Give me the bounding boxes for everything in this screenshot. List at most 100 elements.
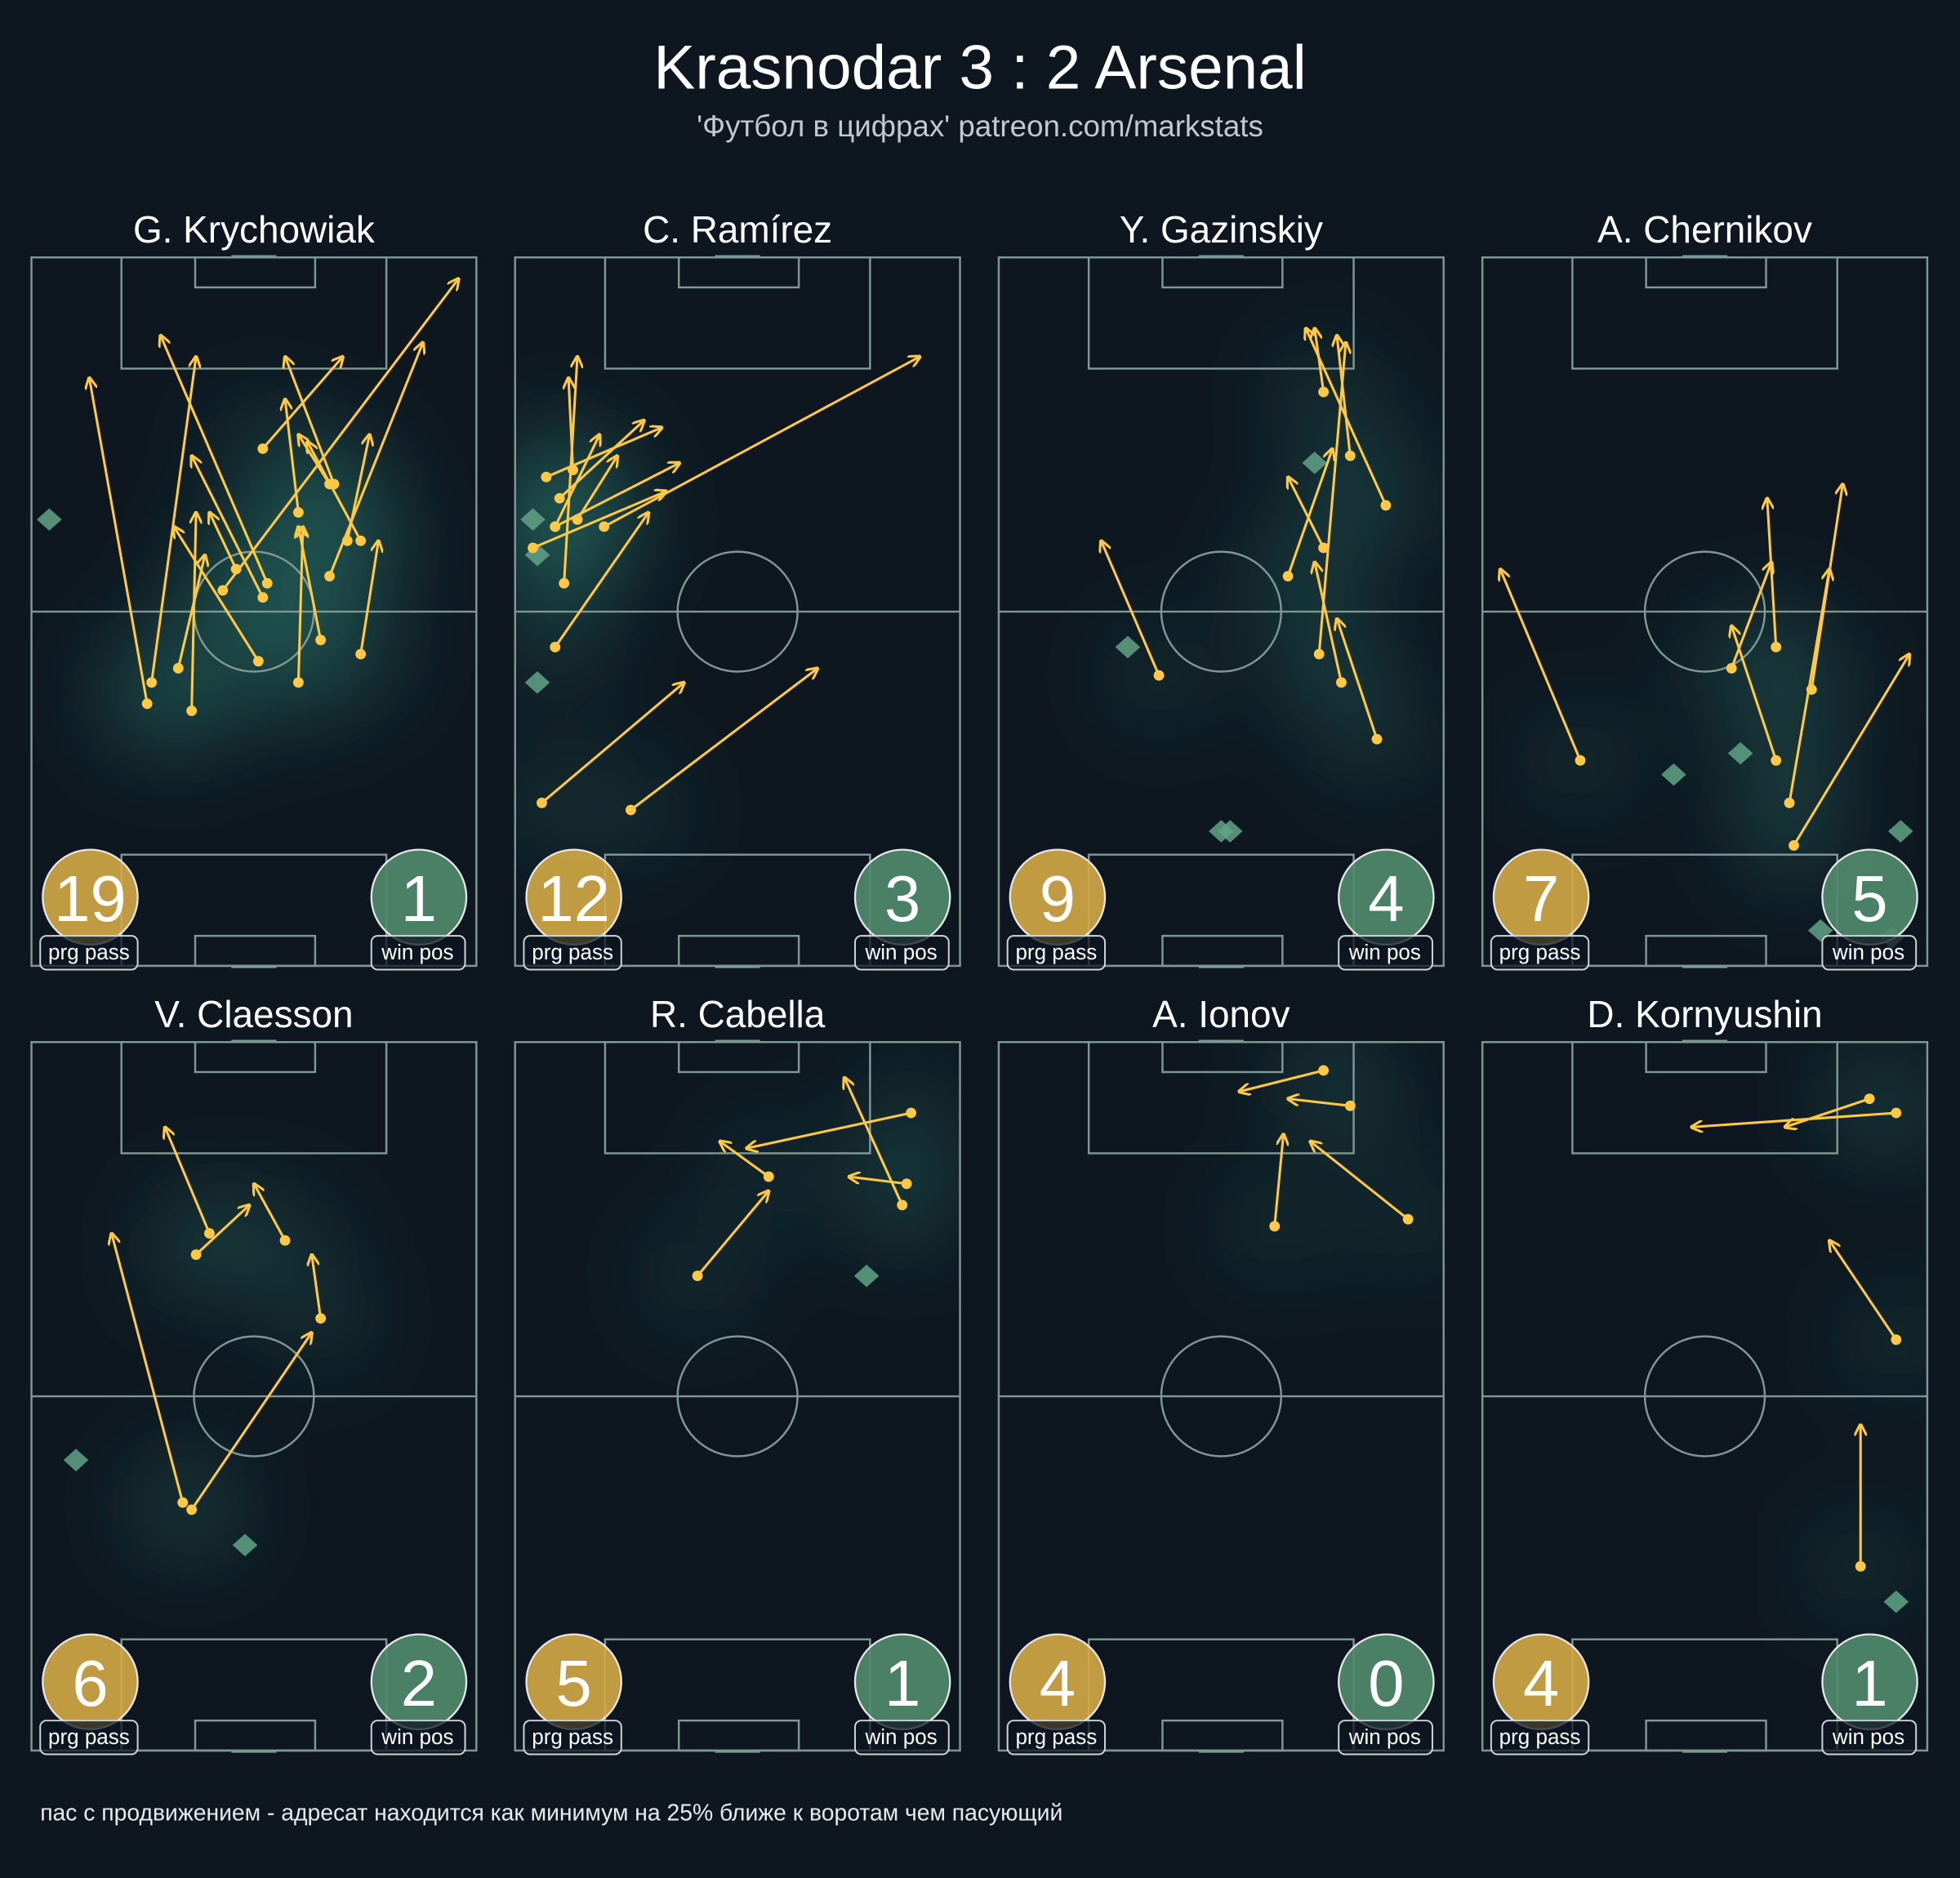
prg-pass-label: prg pass <box>532 1724 613 1749</box>
win-pos-label-box <box>1821 1720 1918 1756</box>
pass-arrow <box>174 527 260 662</box>
pitch-markings <box>514 255 961 968</box>
win-pos-marker <box>1661 763 1686 786</box>
win-pos-label: win pos <box>1832 940 1904 964</box>
win-pos-marker <box>1302 452 1328 474</box>
pass-arrow <box>1286 449 1332 577</box>
six-yard-box-bottom <box>1161 934 1284 968</box>
six-yard-box-bottom <box>194 1719 317 1752</box>
pass-arrow <box>1767 498 1778 648</box>
win-pos-marker <box>520 508 546 532</box>
pass-arrow <box>165 1127 211 1235</box>
figure-subtitle: 'Футбол в цифрах' patreon.com/markstats <box>697 109 1263 143</box>
center-circle <box>1160 550 1283 673</box>
pass-origin-dot <box>550 642 561 652</box>
pass-arrow <box>312 1255 323 1319</box>
win-pos-label: win pos <box>381 1724 453 1749</box>
footnote: пас с продвижением - адресат находится к… <box>40 1800 1062 1826</box>
player-name: G. Krychowiak <box>133 208 376 251</box>
pass-origin-dot <box>292 677 304 688</box>
pass-arrow <box>844 1078 904 1206</box>
prg-pass-label-box <box>523 935 622 971</box>
pass-origin-dot <box>528 542 538 554</box>
win-pos-label: win pos <box>865 1724 938 1749</box>
win-pos-label-box <box>370 1720 466 1756</box>
heat-blob <box>1853 1297 1927 1382</box>
center-circle <box>676 550 799 673</box>
prg-pass-count: 12 <box>537 862 610 935</box>
pass-origin-dot <box>315 1313 327 1324</box>
pass-arrow <box>532 492 666 550</box>
pass-arrow <box>1793 654 1910 847</box>
pass-arrow <box>1310 1141 1410 1221</box>
prg-pass-label-box <box>1006 935 1107 971</box>
pass-arrow <box>1288 477 1325 549</box>
pass-origin-dot <box>1855 1560 1866 1572</box>
pass-origin-dot <box>599 521 610 532</box>
win-pos-marker <box>1115 635 1141 659</box>
win-pos-count: 3 <box>884 862 920 935</box>
player-panel: C. Ramírez 12 prg pass 3 win pos <box>514 208 961 971</box>
win-pos-marker <box>37 508 62 532</box>
pass-origin-dot <box>1318 542 1330 554</box>
win-pos-marker <box>1807 919 1833 942</box>
pass-arrow <box>576 456 617 521</box>
player-name: Y. Gazinskiy <box>1120 208 1323 251</box>
pass-arrow <box>192 456 265 599</box>
pass-origin-dot <box>355 535 367 546</box>
heatmap <box>1232 1042 1444 1269</box>
win-pos-label-box <box>853 1720 950 1756</box>
pass-arrow <box>1829 1240 1898 1341</box>
pass-arrow <box>554 513 648 648</box>
pass-arrow <box>1691 1111 1896 1127</box>
pass-origin-dot <box>906 1107 917 1119</box>
six-yard-box-bottom <box>1645 934 1767 968</box>
player-panel: A. Ionov 4 prg pass 0 win pos <box>997 993 1445 1756</box>
pass-origin-dot <box>146 677 158 688</box>
prg-pass-label-box <box>39 935 139 971</box>
pass-arrow <box>285 399 300 513</box>
pass-arrow <box>176 555 205 669</box>
pass-origin-dot <box>217 585 229 596</box>
pass-arrow <box>112 1234 185 1503</box>
win-pos-label: win pos <box>865 940 938 964</box>
pass-origin-dot <box>141 698 153 710</box>
player-panel: R. Cabella 5 prg pass 1 win pos <box>514 993 961 1756</box>
pass-arrow <box>254 1184 287 1241</box>
pass-arrow <box>195 1205 249 1256</box>
pitch-markings <box>997 1039 1445 1753</box>
six-yard-box-bottom <box>194 934 317 968</box>
center-circle <box>1643 1335 1766 1457</box>
win-pos-marker <box>1217 820 1243 843</box>
win-pos-label: win pos <box>381 940 453 964</box>
pass-arrow <box>1288 1099 1351 1107</box>
pass-arrow <box>1315 328 1325 393</box>
pass-origin-dot <box>625 804 636 816</box>
pass-origin-dot <box>554 492 565 504</box>
prg-pass-label: prg pass <box>1499 1724 1581 1749</box>
six-yard-box-top <box>194 256 317 289</box>
win-pos-count: 0 <box>1368 1647 1404 1720</box>
player-panel: G. Krychowiak 19 prg pass 1 win pos <box>30 208 478 971</box>
pass-arrow <box>1101 541 1160 676</box>
pass-arrow <box>298 527 302 683</box>
pass-arrow <box>603 357 920 528</box>
pass-arrow <box>1730 562 1771 670</box>
six-yard-box-top <box>677 256 800 289</box>
win-pos-count: 1 <box>884 1647 920 1720</box>
six-yard-box-bottom <box>1645 1719 1767 1752</box>
win-pos-marker <box>1887 820 1913 843</box>
prg-pass-label: prg pass <box>48 1724 130 1749</box>
prg-pass-label-box <box>523 1720 622 1756</box>
pass-arrow <box>559 421 644 500</box>
six-yard-box-bottom <box>677 1719 800 1752</box>
center-circle <box>676 1335 799 1457</box>
prg-pass-count: 19 <box>54 862 126 935</box>
six-yard-box-top <box>677 1041 800 1074</box>
prg-pass-count: 5 <box>556 1647 592 1720</box>
win-pos-label: win pos <box>1832 1724 1904 1749</box>
pass-origin-dot <box>550 521 561 532</box>
